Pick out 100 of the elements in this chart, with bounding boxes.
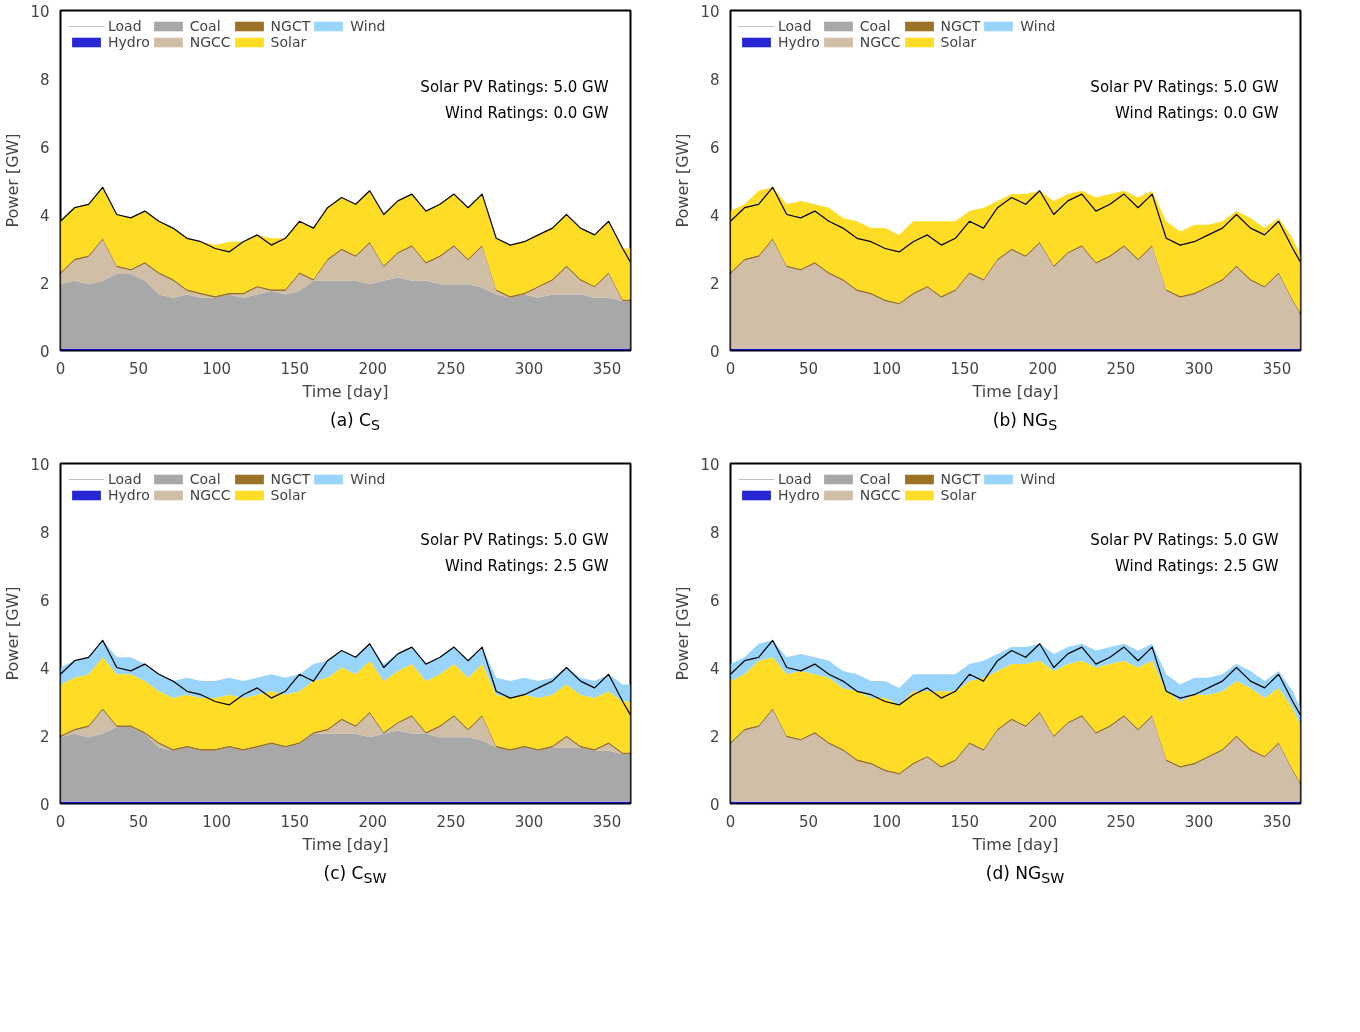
y-tick-label: 8: [709, 523, 720, 542]
x-tick-label: 350: [1262, 812, 1292, 831]
legend-label: Solar: [270, 34, 307, 50]
x-tick-label: 150: [950, 812, 980, 831]
x-tick-label: 300: [1184, 812, 1214, 831]
legend-label: Load: [778, 471, 812, 487]
legend-label: Load: [108, 18, 142, 34]
x-tick-label: 300: [1184, 359, 1214, 378]
y-tick-label: 6: [39, 591, 50, 610]
x-tick-label: 300: [514, 359, 544, 378]
x-axis-title: Time [day]: [971, 834, 1059, 854]
text: (a) C$_{S}$: [330, 409, 380, 436]
x-tick-label: 250: [436, 359, 466, 378]
legend-label: Wind: [350, 18, 386, 34]
annotation: Wind Ratings: 2.5 GW: [1114, 556, 1279, 575]
y-tick-label: 2: [709, 727, 720, 746]
legend-label: Hydro: [108, 487, 150, 503]
y-tick-label: 2: [39, 727, 50, 746]
legend-label: NGCC: [189, 487, 231, 503]
y-axis-title: Power [GW]: [673, 586, 693, 681]
x-tick-label: 350: [1262, 359, 1292, 378]
legend-label: Coal: [859, 18, 891, 34]
x-tick-label: 100: [872, 359, 901, 378]
x-tick-label: 0: [55, 359, 66, 378]
y-tick-label: 0: [39, 342, 50, 361]
y-tick-label: 0: [709, 795, 720, 814]
legend-label: NGCC: [859, 487, 901, 503]
legend-label: Load: [108, 471, 142, 487]
x-tick-label: 350: [592, 812, 622, 831]
x-tick-label: 200: [1028, 359, 1058, 378]
legend-label: Hydro: [778, 487, 820, 503]
y-tick-label: 2: [709, 274, 720, 293]
x-tick-label: 150: [950, 359, 980, 378]
x-tick-label: 0: [725, 359, 736, 378]
legend-label: Wind: [350, 471, 386, 487]
x-tick-label: 0: [55, 812, 66, 831]
y-axis-title: Power [GW]: [3, 133, 23, 228]
legend-label: Solar: [940, 34, 977, 50]
y-tick-label: 10: [700, 455, 720, 474]
y-tick-label: 0: [709, 342, 720, 361]
y-tick-label: 10: [700, 2, 720, 21]
annotation: Solar PV Ratings: 5.0 GW: [420, 530, 609, 549]
y-tick-label: 10: [30, 455, 50, 474]
legend-label: NGCC: [189, 34, 231, 50]
y-axis-title: Power [GW]: [673, 133, 693, 228]
x-tick-label: 200: [1028, 812, 1058, 831]
legend-label: NGCT: [270, 18, 311, 34]
y-tick-label: 8: [39, 70, 50, 89]
x-tick-label: 50: [799, 359, 819, 378]
legend-label: Coal: [859, 471, 891, 487]
x-axis-title: Time [day]: [301, 834, 389, 854]
y-tick-label: 6: [709, 591, 720, 610]
x-axis-title: Time [day]: [971, 381, 1059, 401]
y-tick-label: 4: [39, 206, 50, 225]
y-tick-label: 4: [39, 659, 50, 678]
legend-label: Wind: [1020, 18, 1056, 34]
x-tick-label: 250: [1106, 812, 1136, 831]
x-tick-label: 200: [358, 812, 388, 831]
x-tick-label: 50: [799, 812, 819, 831]
text: (d) NG$_{SW}$: [985, 862, 1065, 889]
y-tick-label: 4: [709, 659, 720, 678]
legend-label: Coal: [189, 18, 221, 34]
annotation: Solar PV Ratings: 5.0 GW: [420, 77, 609, 96]
legend-label: NGCT: [270, 471, 311, 487]
x-tick-label: 150: [280, 812, 310, 831]
annotation: Wind Ratings: 0.0 GW: [1114, 103, 1279, 122]
y-axis-title: Power [GW]: [3, 586, 23, 681]
x-tick-label: 200: [358, 359, 388, 378]
legend-label: Wind: [1020, 471, 1056, 487]
legend-label: Load: [778, 18, 812, 34]
annotation: Wind Ratings: 2.5 GW: [444, 556, 609, 575]
y-tick-label: 6: [709, 138, 720, 157]
x-tick-label: 350: [592, 359, 622, 378]
y-tick-label: 8: [39, 523, 50, 542]
legend-label: Coal: [189, 471, 221, 487]
x-tick-label: 250: [1106, 359, 1136, 378]
legend-label: Solar: [270, 487, 307, 503]
legend-label: Hydro: [108, 34, 150, 50]
annotation: Wind Ratings: 0.0 GW: [444, 103, 609, 122]
y-tick-label: 0: [39, 795, 50, 814]
x-tick-label: 250: [436, 812, 466, 831]
y-tick-label: 6: [39, 138, 50, 157]
y-tick-label: 4: [709, 206, 720, 225]
y-tick-label: 8: [709, 70, 720, 89]
x-tick-label: 100: [202, 812, 231, 831]
x-axis-title: Time [day]: [301, 381, 389, 401]
y-tick-label: 10: [30, 2, 50, 21]
x-tick-label: 0: [725, 812, 736, 831]
legend-label: NGCC: [859, 34, 901, 50]
x-tick-label: 100: [872, 812, 901, 831]
legend-label: Solar: [940, 487, 977, 503]
legend-label: NGCT: [940, 471, 981, 487]
annotation: Solar PV Ratings: 5.0 GW: [1090, 77, 1279, 96]
text: (b) NG$_{S}$: [992, 409, 1058, 436]
annotation: Solar PV Ratings: 5.0 GW: [1090, 530, 1279, 549]
x-tick-label: 50: [129, 812, 149, 831]
x-tick-label: 150: [280, 359, 310, 378]
x-tick-label: 50: [129, 359, 149, 378]
text: (c) C$_{SW}$: [323, 862, 387, 889]
y-tick-label: 2: [39, 274, 50, 293]
